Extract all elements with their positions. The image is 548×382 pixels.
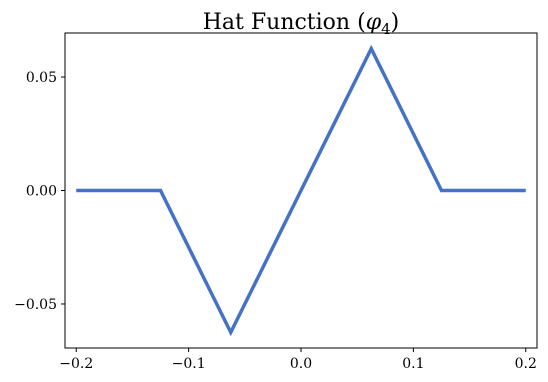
x-tick-label: 0.1 <box>402 356 424 372</box>
y-tick-label: 0.00 <box>26 184 57 200</box>
plot-area: −0.2 −0.1 0.0 0.1 0.2 −0.05 0.00 0.05 <box>14 32 538 372</box>
x-tick-label: −0.2 <box>59 356 93 372</box>
chart-title-prefix: Hat Function ( <box>203 10 366 35</box>
chart-title-suffix: ) <box>391 10 400 35</box>
series-line-1 <box>76 44 526 337</box>
x-tick-label: −0.1 <box>172 356 206 372</box>
chart-title-symbol: φ <box>366 10 382 35</box>
chart-title-subscript: 4 <box>381 20 391 38</box>
y-tick-label: 0.05 <box>26 70 57 86</box>
x-tick-label: 0.0 <box>290 356 312 372</box>
x-tick-label: 0.2 <box>515 356 537 372</box>
chart-title: Hat Function (φ4) <box>203 10 399 38</box>
y-tick-label: −0.05 <box>14 297 57 313</box>
